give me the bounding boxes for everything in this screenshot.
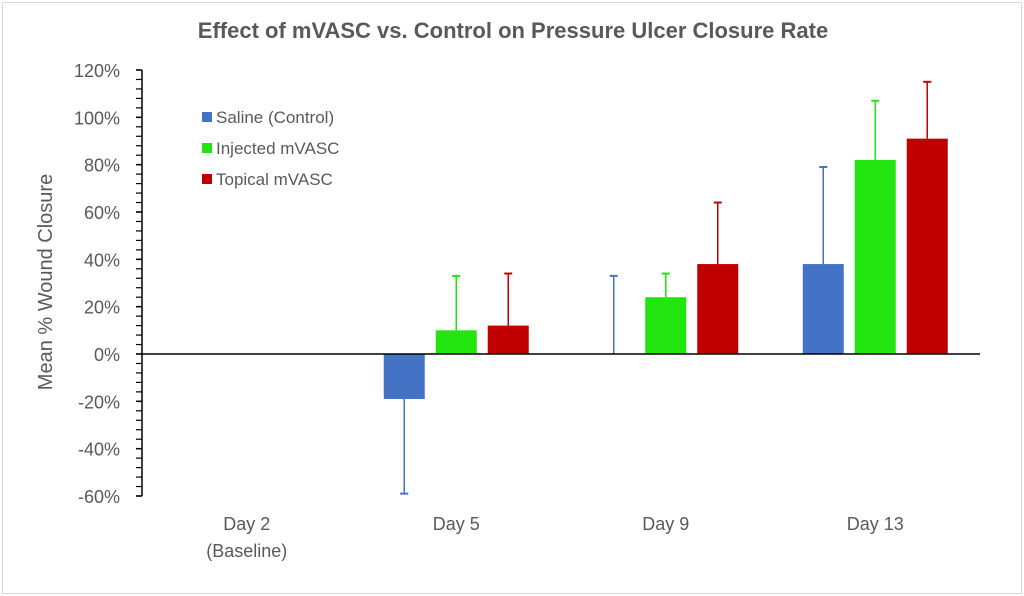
bar <box>383 354 425 399</box>
legend-swatch <box>202 112 212 122</box>
y-tick-label: 0% <box>94 345 120 365</box>
legend-swatch <box>202 174 212 184</box>
bar <box>645 297 687 354</box>
bar <box>435 330 477 354</box>
bar <box>487 325 529 354</box>
x-category-label: Day 5 <box>433 514 480 534</box>
y-axis-label: Mean % Wound Closure <box>35 174 57 390</box>
x-category-label: Day 2 <box>223 514 270 534</box>
chart-title: Effect of mVASC vs. Control on Pressure … <box>198 18 828 43</box>
y-tick-label: -40% <box>78 440 120 460</box>
legend-label: Injected mVASC <box>216 139 339 158</box>
x-category-sublabel: (Baseline) <box>206 541 287 561</box>
y-tick-label: 20% <box>84 298 120 318</box>
y-tick-label: -60% <box>78 487 120 507</box>
legend-swatch <box>202 143 212 153</box>
y-tick-label: -20% <box>78 392 120 412</box>
y-tick-label: 80% <box>84 156 120 176</box>
bar <box>697 264 739 354</box>
y-tick-label: 120% <box>74 61 120 81</box>
bar <box>802 264 844 354</box>
x-category-label: Day 9 <box>642 514 689 534</box>
bar <box>854 159 896 354</box>
y-tick-label: 100% <box>74 108 120 128</box>
bar <box>906 138 948 354</box>
legend-label: Saline (Control) <box>216 108 334 127</box>
y-tick-label: 40% <box>84 250 120 270</box>
x-category-label: Day 13 <box>847 514 904 534</box>
y-tick-label: 60% <box>84 203 120 223</box>
legend-label: Topical mVASC <box>216 170 333 189</box>
